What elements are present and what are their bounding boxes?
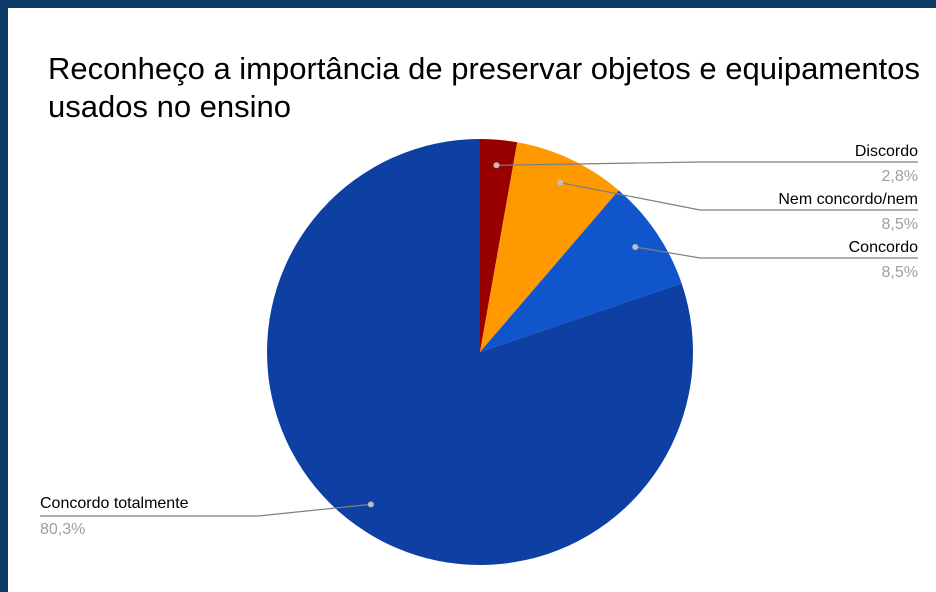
leader-dot-nem-concordo-nem xyxy=(557,179,564,186)
leader-line-concordo xyxy=(635,246,918,259)
slice-labels: Discordo 2,8% Nem concordo/nem 8,5% Concordo… xyxy=(40,143,918,538)
pie-slices xyxy=(267,139,693,565)
slice-label-discordo: Discordo xyxy=(855,143,918,160)
slice-label-concordo-totalmente: Concordo totalmente xyxy=(40,495,189,512)
slice-label-concordo: Concordo xyxy=(849,239,918,256)
leader-line-discordo xyxy=(496,161,918,166)
slice-value-concordo: 8,5% xyxy=(882,264,918,281)
leader-dot-concordo-totalmente xyxy=(367,501,374,508)
pie-slice-discordo[interactable] xyxy=(480,139,518,352)
leader-dot-concordo xyxy=(632,243,639,250)
chart-title: Reconheço a importância de preservar obj… xyxy=(48,51,920,124)
slice-value-nem-concordo-nem: 8,5% xyxy=(882,216,918,233)
pie-slice-nem-concordo-nem[interactable] xyxy=(480,142,619,352)
leader-lines xyxy=(40,161,918,517)
slice-value-discordo: 2,8% xyxy=(882,168,918,185)
pie-slice-concordo-totalmente[interactable] xyxy=(267,139,693,565)
leader-dot-discordo xyxy=(493,162,500,169)
pie-slice-concordo[interactable] xyxy=(480,190,682,352)
slice-value-concordo-totalmente: 80,3% xyxy=(40,521,85,538)
slice-label-nem-concordo-nem: Nem concordo/nem xyxy=(778,191,918,208)
leader-line-concordo-totalmente xyxy=(40,503,371,517)
leader-line-nem-concordo-nem xyxy=(560,182,918,211)
